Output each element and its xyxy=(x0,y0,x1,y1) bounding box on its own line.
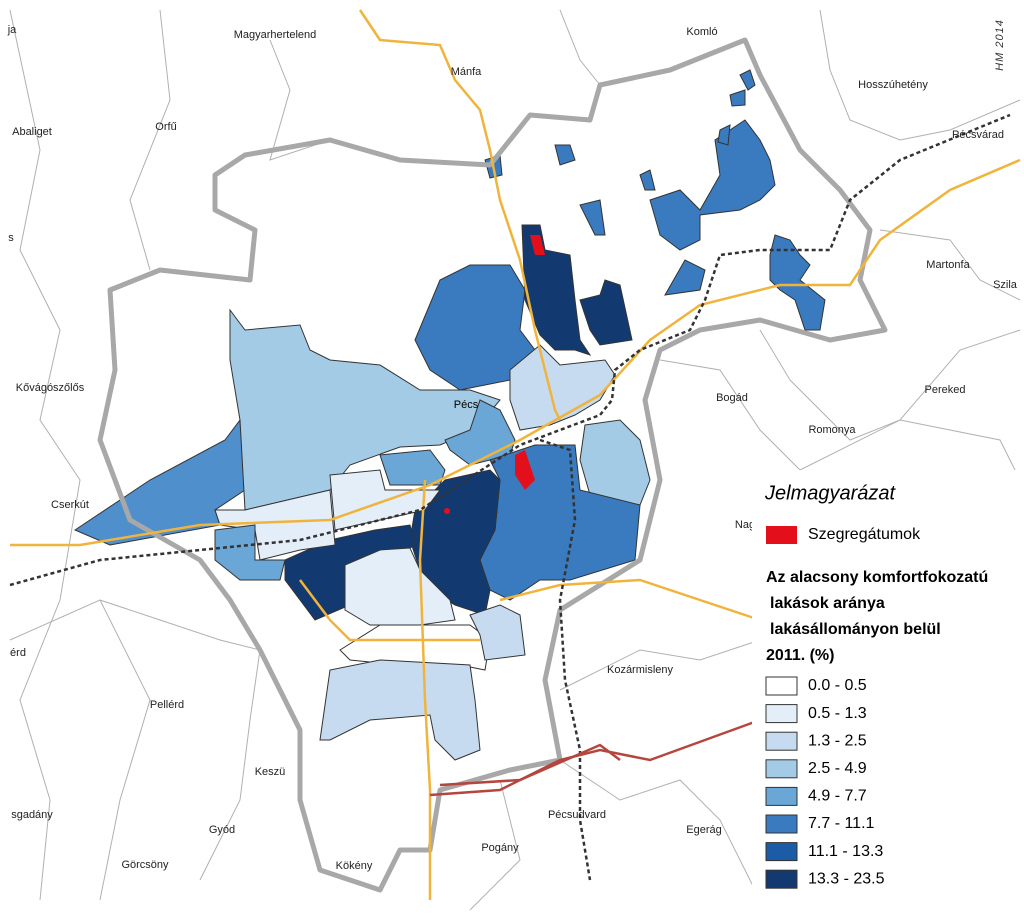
place-label: sgadány xyxy=(11,809,53,821)
place-label: Mánfa xyxy=(451,66,482,78)
place-label: Szila xyxy=(993,279,1018,291)
legend-label: 4.9 - 7.7 xyxy=(808,788,867,805)
place-label: Martonfa xyxy=(926,259,970,271)
place-label: Pécsvárad xyxy=(952,129,1004,141)
highway xyxy=(429,718,761,797)
place-label: Romonya xyxy=(808,424,856,436)
legend-subtitle: 2011. (%) xyxy=(766,647,834,664)
place-label: Kozármisleny xyxy=(607,664,674,676)
place-label: Komló xyxy=(686,26,717,38)
place-label: érd xyxy=(10,647,26,659)
place-label: Pogány xyxy=(481,842,519,854)
municipal-boundaries xyxy=(9,9,1021,911)
roads xyxy=(10,9,1021,900)
legend-subtitle: lakások aránya xyxy=(770,595,885,612)
place-label: Cserkút xyxy=(51,499,89,511)
legend-label: 0.5 - 1.3 xyxy=(808,705,867,722)
legend-swatch xyxy=(765,814,798,834)
legend-title: Jelmagyarázat xyxy=(764,482,897,504)
signature: HM 2014 xyxy=(994,19,1006,71)
place-label: Orfű xyxy=(155,121,176,133)
legend-subtitle: Az alacsony komfortfokozatú xyxy=(766,569,988,586)
legend-label: 11.1 - 13.3 xyxy=(808,843,883,860)
place-label: Pécs xyxy=(454,399,479,411)
legend-swatch xyxy=(765,786,798,806)
place-label: Kökény xyxy=(336,860,373,872)
place-label: ja xyxy=(7,24,17,36)
legend-label: 2.5 - 4.9 xyxy=(808,760,867,777)
legend-swatch xyxy=(765,842,798,862)
city-boundary xyxy=(97,37,888,893)
place-label: Abaliget xyxy=(12,126,52,138)
place-label: Keszü xyxy=(255,766,286,778)
legend-label: Szegregátumok xyxy=(808,526,921,543)
place-label: Nag xyxy=(735,519,755,531)
place-label: Bogád xyxy=(716,392,748,404)
place-label: Pécsudvard xyxy=(548,809,606,821)
legend-label: 7.7 - 11.1 xyxy=(808,815,875,832)
legend-swatch xyxy=(765,704,798,724)
legend-label: 0.0 - 0.5 xyxy=(808,677,867,694)
place-label: s xyxy=(8,232,14,244)
legend-swatch xyxy=(765,759,798,779)
place-label: Pellérd xyxy=(150,699,184,711)
legend-swatch xyxy=(766,526,797,544)
legend-label: 13.3 - 23.5 xyxy=(808,870,885,887)
legend-swatch xyxy=(765,676,798,696)
place-label: Egerág xyxy=(686,824,721,836)
place-label: Pereked xyxy=(925,384,966,396)
legend-label: 1.3 - 2.5 xyxy=(808,732,867,749)
railways xyxy=(9,113,1011,881)
place-label: Magyarhertelend xyxy=(234,29,317,41)
place-labels: ja Magyarhertelend Mánfa Komló Hosszúhet… xyxy=(7,24,1018,872)
place-label: Gyód xyxy=(209,824,235,836)
legend-swatch xyxy=(765,869,798,889)
legend-subtitle: lakásállományon belül xyxy=(770,621,941,638)
legend: Jelmagyarázat Szegregátumok Az alacsony … xyxy=(752,470,1024,910)
place-label: Kővágószőlős xyxy=(16,382,85,394)
place-label: Hosszúhetény xyxy=(858,79,928,91)
segregated-areas xyxy=(444,235,545,514)
legend-swatch xyxy=(765,731,798,751)
place-label: Görcsöny xyxy=(121,859,169,871)
districts xyxy=(73,69,826,761)
